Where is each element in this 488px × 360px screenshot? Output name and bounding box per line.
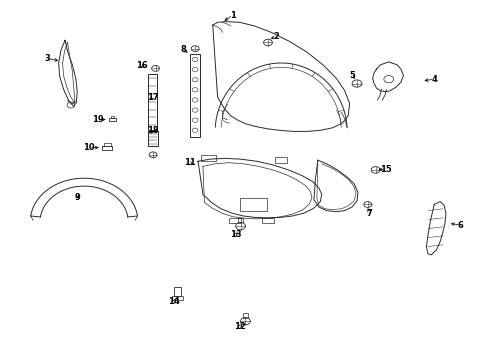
- Text: 12: 12: [233, 323, 245, 331]
- Text: 17: 17: [146, 93, 158, 102]
- Text: 6: 6: [457, 220, 463, 230]
- Text: 14: 14: [168, 297, 180, 306]
- Text: 16: 16: [136, 61, 147, 70]
- Text: 18: 18: [146, 126, 158, 135]
- Text: 10: 10: [83, 143, 95, 152]
- Text: 2: 2: [273, 32, 279, 41]
- Text: 15: 15: [380, 165, 391, 174]
- Text: 1: 1: [229, 10, 235, 19]
- Text: 19: 19: [92, 115, 103, 124]
- Text: 7: 7: [366, 209, 372, 217]
- Text: 13: 13: [229, 230, 241, 239]
- Text: 11: 11: [183, 158, 195, 167]
- Text: 3: 3: [44, 54, 50, 63]
- Text: 5: 5: [348, 71, 354, 80]
- Text: 9: 9: [74, 194, 80, 202]
- Text: 4: 4: [430, 75, 436, 84]
- Text: 8: 8: [181, 45, 186, 54]
